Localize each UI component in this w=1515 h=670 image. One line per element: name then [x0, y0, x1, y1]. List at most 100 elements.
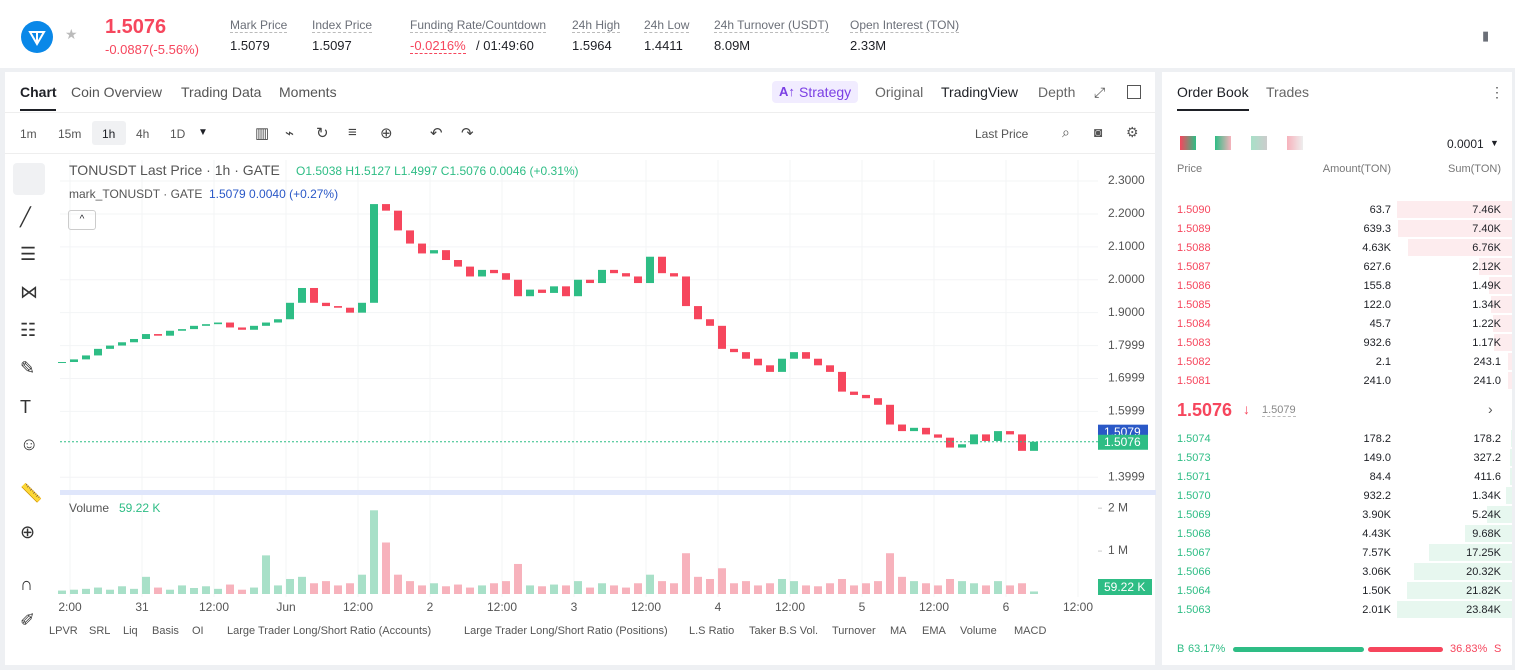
candle	[814, 358, 822, 366]
tool-icon[interactable]: ↷	[461, 125, 474, 142]
candle	[202, 324, 210, 326]
view-tab[interactable]: Original	[875, 84, 924, 100]
tab[interactable]: Moments	[279, 84, 337, 100]
ob-sum: 241.0	[1473, 375, 1501, 387]
menu[interactable]: ⋮	[1490, 84, 1504, 100]
candle	[658, 256, 666, 274]
volume-bar	[514, 563, 522, 594]
tab[interactable]: Trading Data	[181, 84, 262, 100]
indicator[interactable]: MACD	[1014, 625, 1047, 637]
view-tab[interactable]: Strategy	[799, 84, 852, 100]
indicator[interactable]: Volume	[960, 625, 997, 637]
tool-icon[interactable]: ◙	[1094, 124, 1103, 140]
volume-bar	[118, 586, 126, 594]
draw-tool[interactable]: ╱	[20, 207, 31, 227]
tool-icon[interactable]: ⊕	[380, 125, 393, 142]
tool-icon[interactable]: ≡	[348, 124, 357, 141]
ob-sum: 1.17K	[1472, 337, 1501, 349]
stat-value: -0.0216%	[410, 38, 466, 54]
draw-tool[interactable]: 📏	[20, 483, 43, 503]
stat-label: 24h High	[572, 18, 621, 33]
tab[interactable]: Chart	[20, 84, 57, 100]
draw-tool[interactable]: ☷	[20, 320, 37, 340]
view-mode[interactable]	[1180, 136, 1196, 150]
interval[interactable]: 15m	[58, 127, 82, 141]
tool-icon[interactable]: ↶	[430, 125, 443, 142]
draw-tool[interactable]: ⊕	[20, 522, 36, 542]
indicator[interactable]: Liq	[123, 625, 138, 637]
volume-bar	[490, 583, 498, 594]
candle	[166, 330, 174, 336]
indicator[interactable]: LPVR	[49, 625, 78, 637]
legend-main: TONUSDT Last Price · 1h · GATE	[69, 162, 280, 178]
indicator[interactable]: Basis	[152, 625, 179, 637]
volume-bar	[166, 589, 174, 594]
tool-icon[interactable]: ⌁	[285, 125, 295, 142]
volume-bar	[802, 585, 810, 594]
y-tick-label: 1.5999	[1108, 404, 1145, 418]
indicator[interactable]: OI	[192, 625, 204, 637]
depth-bar	[1508, 353, 1512, 370]
tool-icon[interactable]: ↻	[316, 125, 329, 142]
depth-bar	[1511, 430, 1512, 447]
view-tab[interactable]: TradingView	[941, 84, 1019, 100]
book-icon[interactable]: ▮	[1482, 28, 1490, 43]
candle	[922, 427, 930, 435]
candle	[514, 279, 522, 297]
tool-icon[interactable]: ⚙	[1126, 124, 1139, 140]
indicator[interactable]: SRL	[89, 625, 111, 637]
depth-bar	[1493, 315, 1512, 332]
ob-tab[interactable]: Order Book	[1177, 84, 1249, 100]
draw-tool[interactable]: ⋈	[20, 282, 38, 302]
collapse[interactable]: ^	[68, 210, 96, 230]
ob-amount: 4.43K	[1362, 528, 1391, 540]
x-tick-label: 31	[135, 600, 149, 614]
view-mode[interactable]	[1287, 136, 1303, 150]
price-source[interactable]: Last Price	[975, 127, 1029, 141]
stat-value: 1.4411	[644, 38, 683, 53]
view-tab[interactable]: Depth	[1038, 84, 1076, 100]
ob-more[interactable]: ›	[1488, 401, 1493, 417]
precision-caret: ▼	[1490, 138, 1499, 148]
candle	[238, 327, 246, 330]
interval[interactable]: 1D	[170, 127, 186, 141]
draw-tool[interactable]: ☺	[20, 434, 39, 454]
ob-tab[interactable]: Trades	[1266, 84, 1310, 100]
candle	[982, 434, 990, 441]
candle	[370, 204, 378, 303]
indicator[interactable]: Large Trader Long/Short Ratio (Positions…	[464, 625, 668, 637]
draw-tool[interactable]: T	[20, 397, 31, 417]
draw-tool[interactable]: ✐	[20, 610, 36, 630]
interval[interactable]: 1h	[102, 127, 116, 141]
indicator[interactable]: MA	[890, 625, 907, 637]
tool-icon[interactable]: ▥	[255, 125, 270, 142]
volume-bar	[598, 583, 606, 594]
interval[interactable]: 1m	[20, 127, 37, 141]
ob-price: 1.5067	[1177, 547, 1211, 559]
view-mode[interactable]	[1215, 136, 1231, 150]
favorite[interactable]: ★	[65, 26, 78, 42]
tool-icon[interactable]: ⌕	[1062, 124, 1070, 140]
ob-sum: 7.46K	[1472, 204, 1501, 216]
indicator[interactable]: Turnover	[832, 625, 876, 637]
precision[interactable]: 0.0001	[1447, 137, 1484, 151]
expand-icon: ⤢	[1094, 84, 1106, 100]
volume-bar	[418, 585, 426, 594]
interval[interactable]: 4h	[136, 127, 150, 141]
indicator[interactable]: Taker B.S Vol.	[749, 625, 819, 637]
tab[interactable]: Coin Overview	[71, 84, 163, 100]
view-mode[interactable]	[1251, 136, 1267, 150]
draw-tool[interactable]: ☰	[20, 244, 37, 264]
candle	[634, 276, 642, 284]
volume-bar	[874, 581, 882, 594]
ob-amount: 241.0	[1363, 375, 1391, 387]
indicator[interactable]: Large Trader Long/Short Ratio (Accounts)	[227, 625, 432, 637]
indicator[interactable]: L.S Ratio	[689, 625, 735, 637]
draw-tool[interactable]: ∩	[20, 574, 33, 594]
last-price-tag	[1098, 434, 1148, 450]
volume-bar	[562, 585, 570, 594]
indicator[interactable]: EMA	[922, 625, 946, 637]
buy-side: B	[1177, 643, 1185, 655]
tab-underline	[20, 109, 56, 111]
draw-tool[interactable]: ✎	[20, 358, 36, 378]
